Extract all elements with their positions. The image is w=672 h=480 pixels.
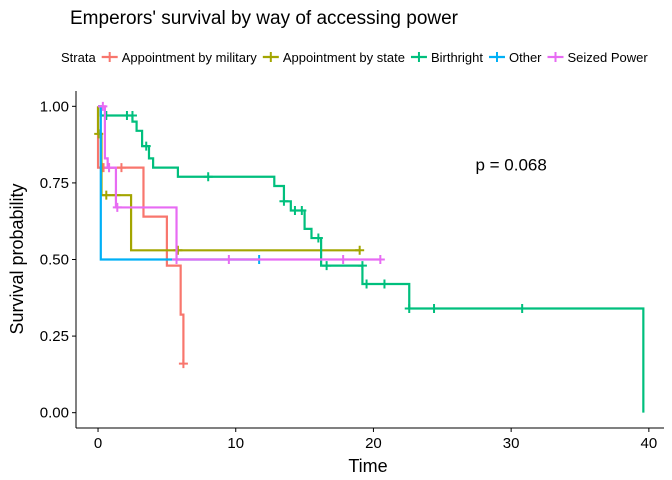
censor-mark <box>101 190 111 200</box>
censor-mark <box>116 163 126 173</box>
x-tick-label: 10 <box>227 435 244 452</box>
legend: Strata Appointment by military Appointment… <box>61 50 648 65</box>
censor-mark <box>172 255 182 264</box>
y-tick-label: 0.25 <box>40 328 69 345</box>
censor-mark <box>203 172 213 182</box>
censor-mark <box>98 101 108 111</box>
censor-mark <box>104 163 114 173</box>
censor-mark <box>101 111 111 121</box>
plot-area <box>94 101 645 413</box>
censor-mark <box>355 245 365 255</box>
y-tick-label: 0.50 <box>40 252 69 269</box>
legend-label: Other <box>509 50 542 65</box>
y-tick-label: 0.00 <box>40 405 69 422</box>
censor-mark <box>375 255 385 264</box>
legend-item-appointment-by-state: Appointment by state <box>262 50 405 65</box>
axes: 0.00 0.25 0.50 0.75 1.00 0 10 20 30 40 <box>40 91 664 452</box>
legend-item-appointment-by-military: Appointment by military <box>101 50 258 65</box>
censor-mark <box>313 233 323 243</box>
x-tick-label: 30 <box>503 435 520 452</box>
censor-mark <box>404 304 414 314</box>
censor-mark <box>127 111 137 121</box>
p-value-annotation: p = 0.068 <box>475 156 546 175</box>
legend-item-birthright: Birthright <box>410 50 483 65</box>
x-axis-label: Time <box>348 456 387 476</box>
legend-item-other: Other <box>488 50 542 65</box>
censor-mark <box>141 141 151 151</box>
x-tick-label: 40 <box>641 435 658 452</box>
x-tick-label: 0 <box>94 435 102 452</box>
legend-title: Strata <box>61 50 96 65</box>
survival-curve <box>98 105 260 261</box>
censor-mark <box>517 304 527 314</box>
legend-label: Appointment by state <box>283 50 405 65</box>
x-tick-label: 20 <box>365 435 382 452</box>
censor-mark <box>178 359 188 369</box>
survival-curve <box>98 105 381 261</box>
censor-mark <box>338 255 348 264</box>
series-birthright <box>98 105 645 413</box>
y-tick-label: 1.00 <box>40 98 69 115</box>
y-tick-label: 0.75 <box>40 175 69 192</box>
censor-mark <box>297 205 307 215</box>
censor-mark <box>379 279 389 289</box>
legend-item-seized-power: Seized Power <box>547 50 649 65</box>
series-other <box>98 105 264 264</box>
censor-mark <box>322 261 332 271</box>
censor-mark <box>357 261 367 271</box>
censor-mark <box>362 279 372 289</box>
series-appointment-by-state <box>94 106 365 255</box>
censor-mark <box>279 196 289 206</box>
legend-label: Birthright <box>431 50 483 65</box>
legend-label: Appointment by military <box>122 50 258 65</box>
series-seized-power <box>98 101 385 264</box>
survival-curve <box>98 105 645 413</box>
censor-mark <box>173 245 183 255</box>
chart-title: Emperors' survival by way of accessing p… <box>70 8 459 29</box>
censor-mark <box>224 255 234 264</box>
y-axis-label: Survival probability <box>7 183 27 334</box>
survival-curve <box>96 106 185 364</box>
censor-mark <box>429 304 439 314</box>
censor-mark <box>112 202 122 212</box>
legend-label: Seized Power <box>568 50 649 65</box>
